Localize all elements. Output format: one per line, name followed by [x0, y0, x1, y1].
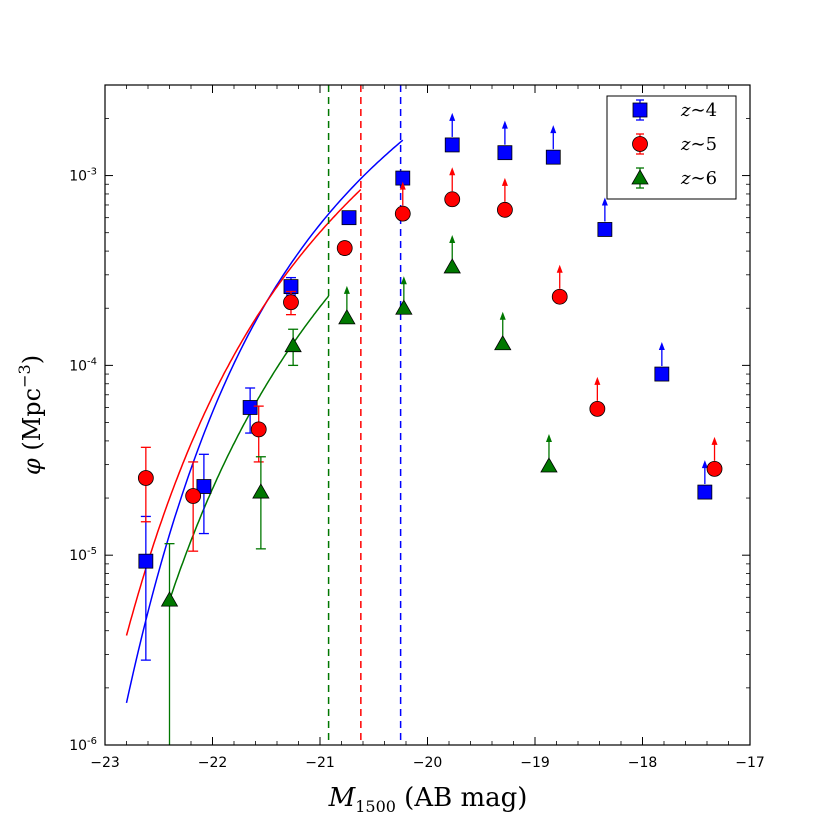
- lower-limit-arrowhead-z4: [601, 197, 608, 206]
- legend-marker-z6: [631, 169, 649, 185]
- lower-limit-point-z5: [444, 191, 461, 208]
- lower-limit-arrowhead-z6: [343, 285, 350, 294]
- legend-label-z6: z∼6: [680, 168, 717, 189]
- data-point-z4: [242, 400, 258, 415]
- legend-label-z5: z∼5: [680, 134, 717, 155]
- legend-marker-z5: [632, 136, 648, 152]
- lower-limit-arrowhead-z4: [701, 460, 708, 469]
- lower-limit-point-z6: [443, 258, 461, 274]
- x-tick-label: −21: [305, 755, 335, 771]
- legend-box: [606, 95, 737, 200]
- y-tick-label: 10-3: [69, 167, 97, 185]
- lower-limit-arrowhead-z5: [449, 167, 456, 176]
- lower-limit-arrowhead-z4: [501, 120, 508, 129]
- legend: z∼4 z∼5 z∼6: [606, 95, 737, 200]
- lower-limit-arrowhead-z5: [711, 436, 718, 445]
- lower-limit-arrowhead-z4: [658, 342, 665, 351]
- data-point-z4: [196, 479, 212, 494]
- data-point-z5: [137, 470, 154, 486]
- data-point-z6: [160, 591, 179, 607]
- lower-limit-point-z6: [540, 457, 558, 473]
- x-tick-label: −22: [198, 755, 228, 771]
- lower-limit-arrowhead-z5: [594, 376, 601, 385]
- lower-limit-point-z4: [444, 137, 460, 153]
- lower-limit-point-z6: [494, 334, 512, 351]
- plot-frame: [104, 84, 751, 746]
- x-axis-label: M1500 (AB mag): [328, 783, 528, 816]
- y-axis-label: φ (Mpc−3): [15, 355, 46, 475]
- data-point-z6: [284, 336, 302, 353]
- lower-limit-arrowhead-z5: [556, 264, 563, 273]
- lower-limit-point-z6: [395, 299, 413, 315]
- lower-limit-arrowhead-z6: [499, 311, 506, 320]
- lower-limit-point-z5: [589, 400, 606, 417]
- legend-label-z4: z∼4: [680, 100, 717, 121]
- lower-limit-arrowhead-z6: [545, 434, 552, 443]
- data-points: [137, 112, 723, 745]
- data-point-z5: [283, 294, 299, 311]
- data-point-z5: [336, 240, 353, 256]
- lower-limit-arrowhead-z5: [399, 181, 406, 190]
- lower-limit-point-z6: [338, 309, 356, 325]
- x-tick-label: −18: [628, 755, 658, 771]
- data-point-z6: [252, 483, 270, 499]
- lower-limit-point-z5: [706, 460, 723, 477]
- data-point-z5: [250, 421, 267, 438]
- lower-limit-point-z4: [597, 222, 613, 237]
- x-tick-label: −17: [735, 755, 765, 771]
- data-point-z4: [341, 210, 357, 226]
- x-tick-label: −20: [413, 755, 443, 771]
- lower-limit-arrowhead-z5: [501, 177, 508, 186]
- lower-limit-point-z4: [545, 149, 561, 165]
- axes-layer: −23 −22 −21 −20 −19 −18 −17 10-6 10-5 10-4 10-3: [69, 84, 765, 771]
- completeness-limit-lines: [327, 85, 402, 745]
- lower-limit-point-z4: [497, 145, 513, 161]
- lower-limit-point-z5: [551, 288, 568, 305]
- y-tick-label: 10-4: [69, 356, 97, 374]
- lower-limit-point-z5: [496, 201, 513, 218]
- lower-limit-point-z4: [654, 366, 670, 382]
- lower-limit-point-z5: [394, 205, 411, 222]
- x-tick-label: −19: [520, 755, 550, 771]
- y-tick-label: 10-5: [69, 546, 97, 564]
- lower-limit-arrowhead-z6: [400, 276, 407, 285]
- data-point-z5: [185, 488, 202, 504]
- lower-limit-arrowhead-z6: [449, 234, 456, 243]
- data-point-z4: [138, 553, 154, 569]
- legend-marker-z4: [632, 102, 648, 118]
- lower-limit-point-z4: [697, 484, 713, 500]
- x-tick-label: −23: [90, 755, 120, 771]
- lower-limit-arrowhead-z4: [550, 125, 557, 134]
- y-tick-label: 10-6: [69, 736, 97, 754]
- lower-limit-arrowhead-z4: [449, 112, 456, 121]
- fit-curve-z5: [125, 188, 362, 636]
